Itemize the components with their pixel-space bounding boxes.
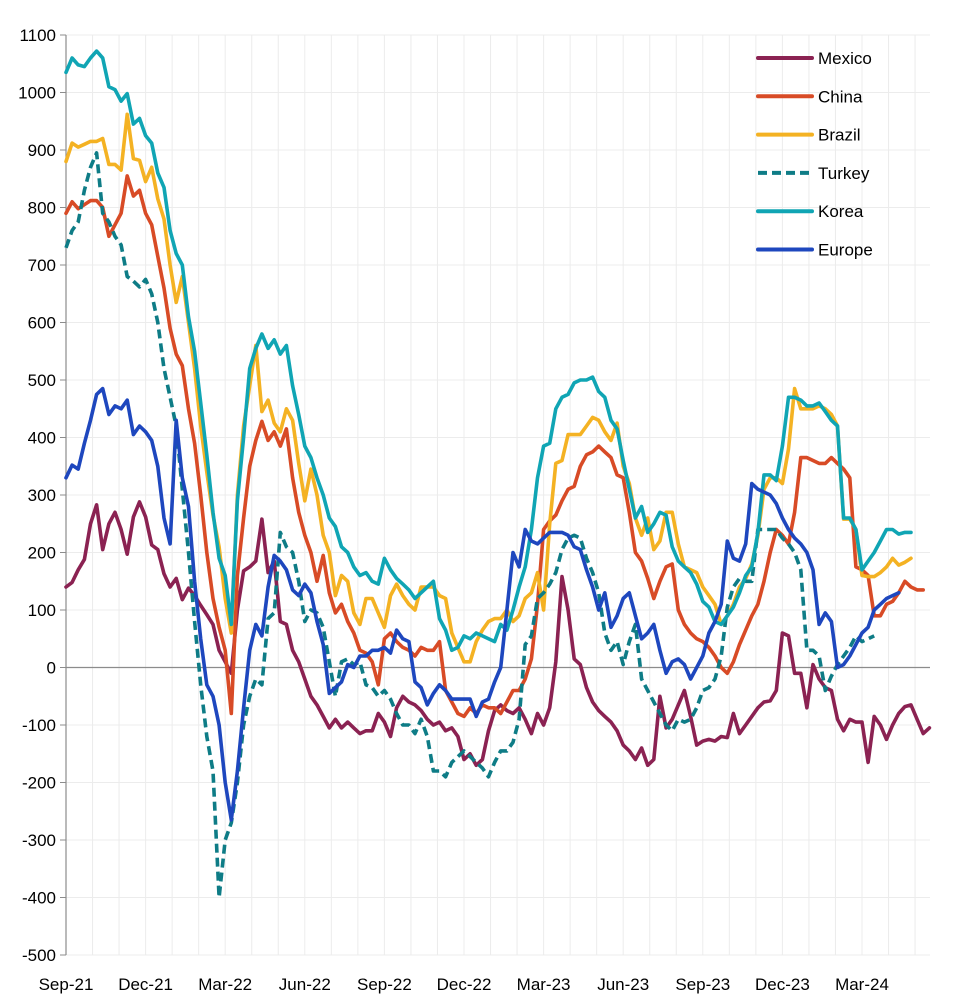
- legend-label: Europe: [818, 241, 873, 260]
- y-tick-label: 400: [28, 429, 56, 448]
- legend-item-turkey: Turkey: [758, 164, 870, 183]
- y-tick-label: -300: [22, 831, 56, 850]
- gridlines: [65, 34, 930, 956]
- x-tick-label: Jun-22: [279, 975, 331, 994]
- series-line-korea: [64, 49, 913, 653]
- legend-item-mexico: Mexico: [756, 49, 872, 68]
- x-axis-ticks: Sep-21 Dec-21 Mar-22 Jun-22 Sep-22 Dec-22 Mar-…: [39, 975, 889, 994]
- x-tick-label: Dec-23: [755, 975, 810, 994]
- x-tick-label: Mar-22: [198, 975, 252, 994]
- legend-label: Mexico: [818, 49, 872, 68]
- y-tick-label: -100: [22, 716, 56, 735]
- y-tick-label: 1100: [19, 26, 56, 45]
- y-tick-label: 1000: [18, 84, 56, 103]
- y-tick-label: 300: [28, 486, 56, 505]
- y-tick-label: 900: [28, 141, 56, 160]
- y-tick-label: 500: [28, 371, 56, 390]
- x-tick-label: Jun-23: [597, 975, 649, 994]
- y-tick-label: 0: [47, 659, 56, 678]
- y-tick-label: 700: [28, 256, 56, 275]
- y-tick-label: 200: [28, 544, 56, 563]
- legend-label: Brazil: [818, 126, 861, 145]
- series-line-turkey: [64, 151, 875, 900]
- y-tick-label: 100: [28, 601, 56, 620]
- y-tick-label: 800: [28, 199, 56, 218]
- legend-label: China: [818, 87, 863, 106]
- x-tick-label: Dec-22: [437, 975, 492, 994]
- series-line-brazil: [64, 112, 913, 664]
- x-tick-label: Dec-21: [118, 975, 173, 994]
- legend-label: Turkey: [818, 164, 870, 183]
- x-tick-label: Sep-21: [39, 975, 94, 994]
- y-tick-label: 600: [28, 314, 56, 333]
- series-lines: [64, 49, 932, 900]
- legend-item-europe: Europe: [756, 241, 873, 260]
- y-axis-ticks: 110010009008007006005004003002001000-100…: [18, 26, 66, 965]
- legend-item-china: China: [756, 87, 863, 106]
- legend-label: Korea: [818, 202, 864, 221]
- series-line-mexico: [64, 500, 932, 768]
- y-tick-label: -500: [22, 946, 56, 965]
- y-tick-label: -200: [22, 774, 56, 793]
- x-tick-label: Mar-23: [517, 975, 571, 994]
- series-line-europe: [64, 386, 901, 822]
- y-tick-label: -400: [22, 889, 56, 908]
- x-tick-label: Sep-23: [675, 975, 730, 994]
- legend-item-brazil: Brazil: [756, 126, 861, 145]
- legend: Mexico China Brazil Turkey Korea Europe: [756, 49, 873, 260]
- x-tick-label: Mar-24: [835, 975, 889, 994]
- legend-item-korea: Korea: [756, 202, 864, 221]
- x-tick-label: Sep-22: [357, 975, 412, 994]
